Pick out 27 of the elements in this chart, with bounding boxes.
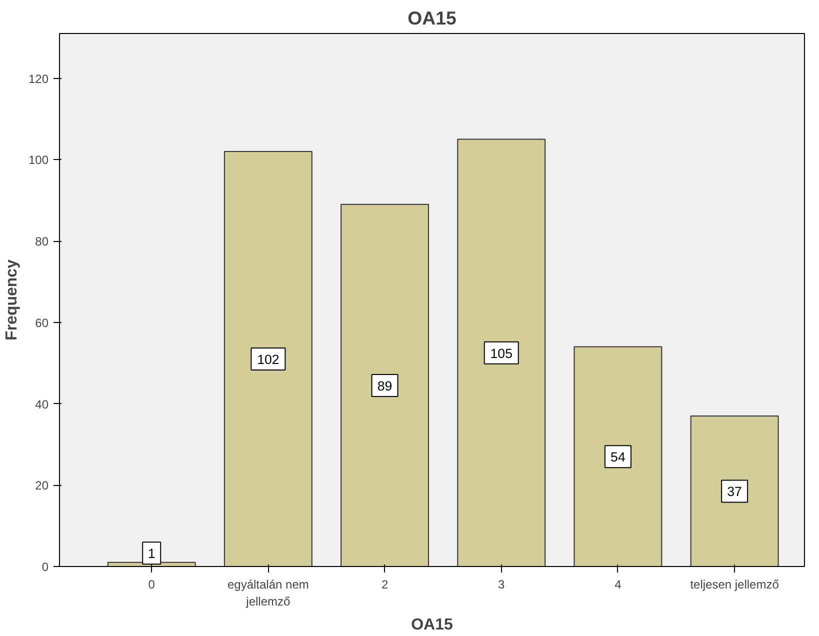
bar <box>224 150 312 566</box>
y-tick-label: 60 <box>35 316 49 330</box>
data-label: 54 <box>610 450 626 465</box>
bar <box>457 138 546 566</box>
data-label: 102 <box>257 352 280 367</box>
data-label: 105 <box>490 346 512 361</box>
x-tick-label: 0 <box>148 578 156 592</box>
y-axis-title: Frequency <box>3 259 20 340</box>
y-tick-label: 100 <box>28 153 49 168</box>
y-tick-label: 40 <box>35 397 49 412</box>
y-tick-label: 20 <box>35 478 49 493</box>
bar <box>574 346 662 566</box>
y-tick-label: 120 <box>28 72 49 86</box>
x-axis-title: OA15 <box>411 616 453 634</box>
y-tick-label: 0 <box>42 560 49 574</box>
x-tick-label: teljesen jellemző <box>690 578 780 592</box>
x-tick-label: 3 <box>498 578 506 592</box>
data-label: 89 <box>377 378 392 394</box>
bar <box>340 204 429 566</box>
data-label: 1 <box>148 546 156 562</box>
x-tick-label: 4 <box>614 578 622 592</box>
bar <box>690 415 779 566</box>
data-label: 37 <box>727 484 742 500</box>
chart-title: OA15 <box>408 8 456 28</box>
y-tick-label: 80 <box>35 234 49 249</box>
x-tick-label: egyáltalán nem jellemző <box>228 578 309 608</box>
x-tick-label: 2 <box>381 578 388 592</box>
